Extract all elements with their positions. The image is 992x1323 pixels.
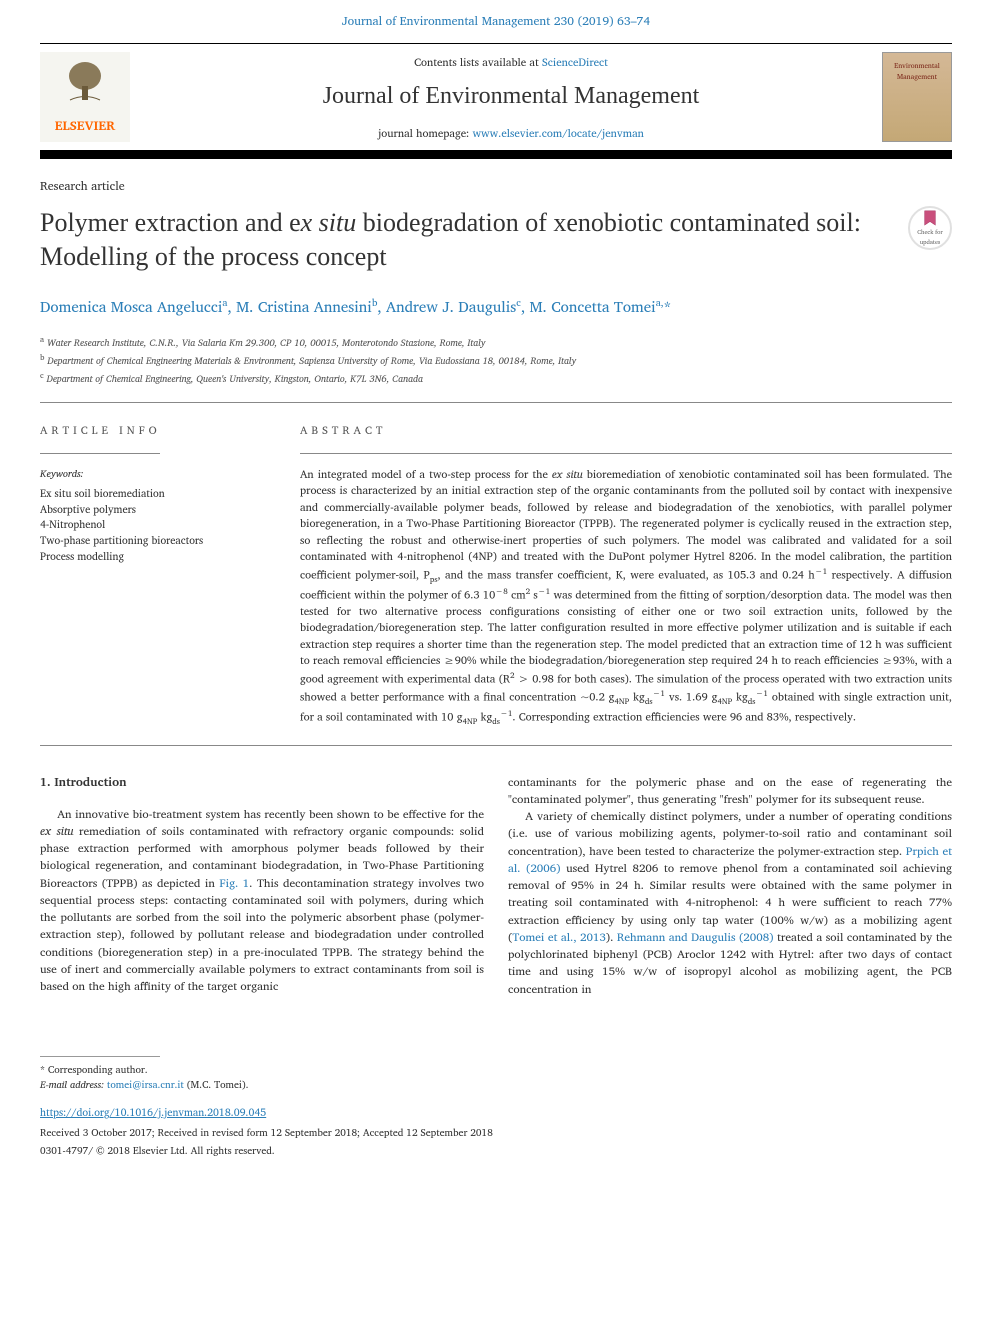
journal-name: Journal of Environmental Management <box>140 83 882 110</box>
header-center: Contents lists available at ScienceDirec… <box>140 53 882 142</box>
homepage-line: journal homepage: www.elsevier.com/locat… <box>140 124 882 142</box>
article-info-header: ARTICLE INFO <box>40 421 270 439</box>
abstract-column: ABSTRACT An integrated model of a two-st… <box>300 421 952 727</box>
section-heading: 1. Introduction <box>40 774 484 792</box>
affiliation-line: a Water Research Institute, C.N.R., Via … <box>40 333 952 351</box>
abstract-text: An integrated model of a two-step proces… <box>300 466 952 727</box>
publisher-name: ELSEVIER <box>55 114 116 136</box>
divider <box>40 453 160 454</box>
contents-line: Contents lists available at ScienceDirec… <box>140 53 882 71</box>
sciencedirect-link[interactable]: ScienceDirect <box>542 53 608 71</box>
journal-citation[interactable]: Journal of Environmental Management 230 … <box>0 0 992 43</box>
authors: Domenica Mosca Angeluccia, M. Cristina A… <box>40 294 952 319</box>
keywords-list: Ex situ soil bioremediationAbsorptive po… <box>40 486 270 565</box>
check-updates-badge[interactable]: Check for updates <box>908 206 952 250</box>
corresponding-author: * Corresponding author. <box>40 1063 952 1078</box>
footer: * Corresponding author. E-mail address: … <box>0 1056 992 1189</box>
footer-divider <box>40 1056 160 1057</box>
abstract-header: ABSTRACT <box>300 421 952 439</box>
affiliation-line: c Department of Chemical Engineering, Qu… <box>40 369 952 387</box>
article-title: Polymer extraction and ex situ biodegrad… <box>40 206 888 274</box>
journal-cover-thumbnail[interactable]: Environmental Management <box>882 52 952 142</box>
article-info-column: ARTICLE INFO Keywords: Ex situ soil bior… <box>40 421 270 727</box>
email-line: E-mail address: tomei@irsa.cnr.it (M.C. … <box>40 1078 952 1093</box>
article-type: Research article <box>40 177 952 196</box>
keywords-label: Keywords: <box>40 466 270 482</box>
author-email-link[interactable]: tomei@irsa.cnr.it <box>107 1077 184 1093</box>
body-paragraph: An innovative bio-treatment system has r… <box>40 806 484 996</box>
body-section: 1. Introduction An innovative bio-treatm… <box>40 746 952 998</box>
affiliations: a Water Research Institute, C.N.R., Via … <box>40 333 952 388</box>
divider <box>300 453 952 454</box>
elsevier-tree-icon <box>60 58 110 108</box>
affiliation-line: b Department of Chemical Engineering Mat… <box>40 351 952 369</box>
homepage-link[interactable]: www.elsevier.com/locate/jenvman <box>472 124 643 142</box>
body-paragraph: A variety of chemically distinct polymer… <box>508 808 952 998</box>
doi-link[interactable]: https://doi.org/10.1016/j.jenvman.2018.0… <box>40 1103 952 1121</box>
article-dates: Received 3 October 2017; Received in rev… <box>40 1125 952 1141</box>
body-paragraph: contaminants for the polymeric phase and… <box>508 774 952 809</box>
elsevier-logo[interactable]: ELSEVIER <box>40 52 130 142</box>
bookmark-icon <box>921 209 939 227</box>
header-divider-bar <box>40 151 952 159</box>
copyright: 0301-4797/ © 2018 Elsevier Ltd. All righ… <box>40 1143 952 1159</box>
keyword-item: Process modelling <box>40 549 270 565</box>
journal-header: ELSEVIER Contents lists available at Sci… <box>40 43 952 151</box>
